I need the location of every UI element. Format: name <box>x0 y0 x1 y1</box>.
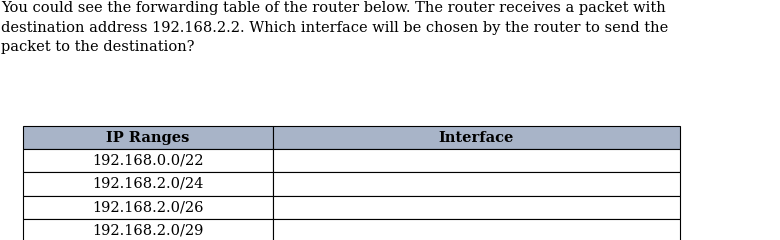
FancyBboxPatch shape <box>273 196 680 219</box>
Text: Interface: Interface <box>439 131 514 145</box>
Text: IP Ranges: IP Ranges <box>106 131 190 145</box>
FancyBboxPatch shape <box>273 126 680 149</box>
Text: 192.168.2.0/29: 192.168.2.0/29 <box>92 223 204 237</box>
FancyBboxPatch shape <box>23 149 273 172</box>
FancyBboxPatch shape <box>273 149 680 172</box>
FancyBboxPatch shape <box>23 172 273 196</box>
Text: You could see the forwarding table of the router below. The router receives a pa: You could see the forwarding table of th… <box>2 1 668 54</box>
FancyBboxPatch shape <box>273 172 680 196</box>
FancyBboxPatch shape <box>23 126 273 149</box>
Text: 192.168.2.0/26: 192.168.2.0/26 <box>92 200 204 214</box>
FancyBboxPatch shape <box>23 196 273 219</box>
FancyBboxPatch shape <box>273 219 680 240</box>
Text: 192.168.0.0/22: 192.168.0.0/22 <box>92 154 204 168</box>
Text: 192.168.2.0/24: 192.168.2.0/24 <box>92 177 204 191</box>
FancyBboxPatch shape <box>23 219 273 240</box>
